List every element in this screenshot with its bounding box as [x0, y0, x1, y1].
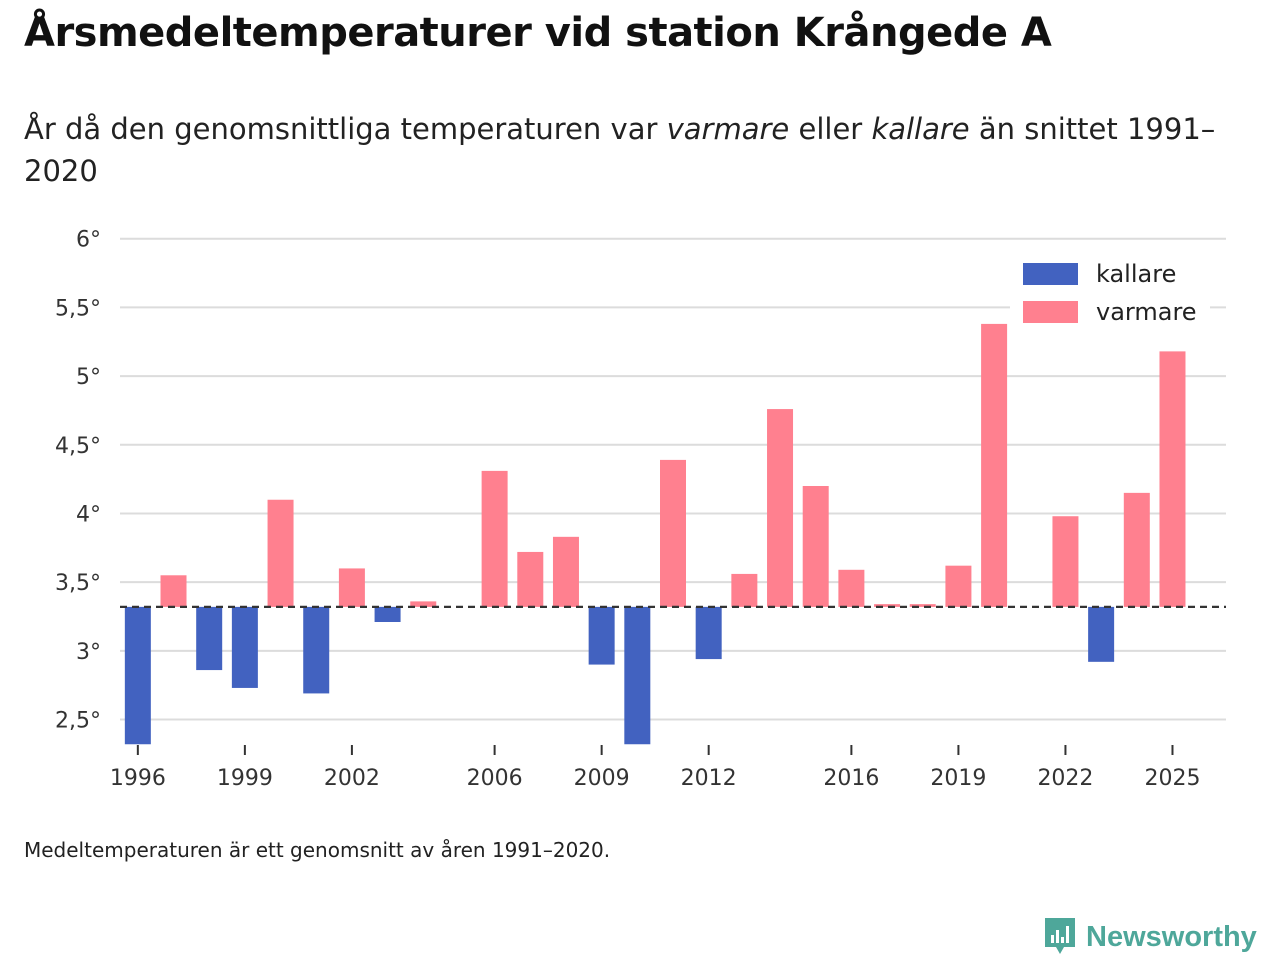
bar-varmare-1997	[160, 575, 187, 607]
brand-logo: Newsworthy	[1042, 914, 1257, 960]
bar-kallare-1996	[124, 606, 151, 745]
y-tick-label: 6°	[76, 228, 101, 253]
y-tick-label: 5°	[76, 365, 101, 390]
subtitle-text-2: eller	[789, 112, 872, 146]
brand-name: Newsworthy	[1086, 920, 1257, 953]
bar-kallare-2001	[303, 606, 330, 694]
x-tick-label: 2022	[1037, 766, 1093, 791]
x-tick-label: 1996	[110, 766, 166, 791]
bar-varmare-2011	[660, 459, 686, 607]
legend-swatch-varmare	[1023, 301, 1078, 323]
bar-varmare-2020	[981, 323, 1008, 607]
bar-varmare-2007	[517, 551, 544, 607]
newsworthy-logo-icon	[1045, 918, 1075, 954]
x-tick-label: 2009	[574, 766, 630, 791]
bar-varmare-2016	[838, 569, 865, 607]
y-tick-label: 5,5°	[55, 296, 101, 321]
bar-kallare-2003	[374, 606, 401, 622]
bar-varmare-2000	[267, 499, 294, 607]
subtitle-text-1: År då den genomsnittliga temperaturen va…	[24, 112, 667, 146]
y-tick-label: 2,5°	[55, 709, 101, 734]
bar-varmare-2025	[1159, 351, 1186, 607]
bar-varmare-2006	[481, 470, 508, 607]
legend-label-kallare: kallare	[1096, 260, 1176, 288]
legend-swatch-kallare	[1023, 263, 1078, 285]
bar-varmare-2013	[731, 573, 758, 607]
bar-varmare-2022	[1052, 516, 1079, 607]
bar-varmare-2017	[874, 604, 901, 607]
x-tick-label: 2019	[930, 766, 986, 791]
bar-varmare-2019	[945, 565, 972, 607]
bar-varmare-2018	[909, 604, 936, 607]
bar-kallare-2012	[695, 606, 722, 660]
chart-subtitle: År då den genomsnittliga temperaturen va…	[24, 108, 1224, 192]
bar-varmare-2014	[767, 409, 794, 607]
bar-chart: 2,5° 3° 3,5° 4° 4,5° 5° 5,5° 6° 1996 1999 2002 2006…	[55, 228, 1226, 791]
subtitle-emphasis-colder: kallare	[871, 112, 970, 146]
legend-label-varmare: varmare	[1096, 298, 1197, 326]
footnote: Medeltemperaturen är ett genomsnitt av å…	[24, 838, 611, 862]
subtitle-text-3: än snittet 1991–2020	[24, 112, 1216, 188]
x-tick-label: 2012	[681, 766, 737, 791]
bar-varmare-2008	[552, 536, 579, 607]
x-tick-label: 2025	[1144, 766, 1200, 791]
bar-varmare-2024	[1123, 492, 1150, 607]
bar-varmare-2004	[410, 601, 437, 607]
x-tick-label: 2002	[324, 766, 380, 791]
y-tick-label: 4,5°	[55, 434, 101, 459]
bar-varmare-2002	[338, 568, 365, 607]
x-tick-label: 2006	[467, 766, 523, 791]
y-tick-label: 3°	[76, 640, 101, 665]
x-tick-label: 2016	[823, 766, 879, 791]
y-tick-label: 3,5°	[55, 571, 101, 596]
bar-varmare-2015	[802, 486, 829, 607]
bar-kallare-2010	[624, 606, 651, 745]
chart-title: Årsmedeltemperaturer vid station Krånged…	[24, 10, 1052, 56]
bar-kallare-2023	[1088, 606, 1115, 662]
bar-kallare-1999	[231, 606, 258, 688]
bar-kallare-1998	[196, 606, 223, 671]
subtitle-emphasis-warmer: varmare	[666, 112, 790, 146]
bar-kallare-2009	[588, 606, 615, 665]
x-tick-label: 1999	[217, 766, 273, 791]
y-tick-label: 4°	[76, 502, 101, 527]
